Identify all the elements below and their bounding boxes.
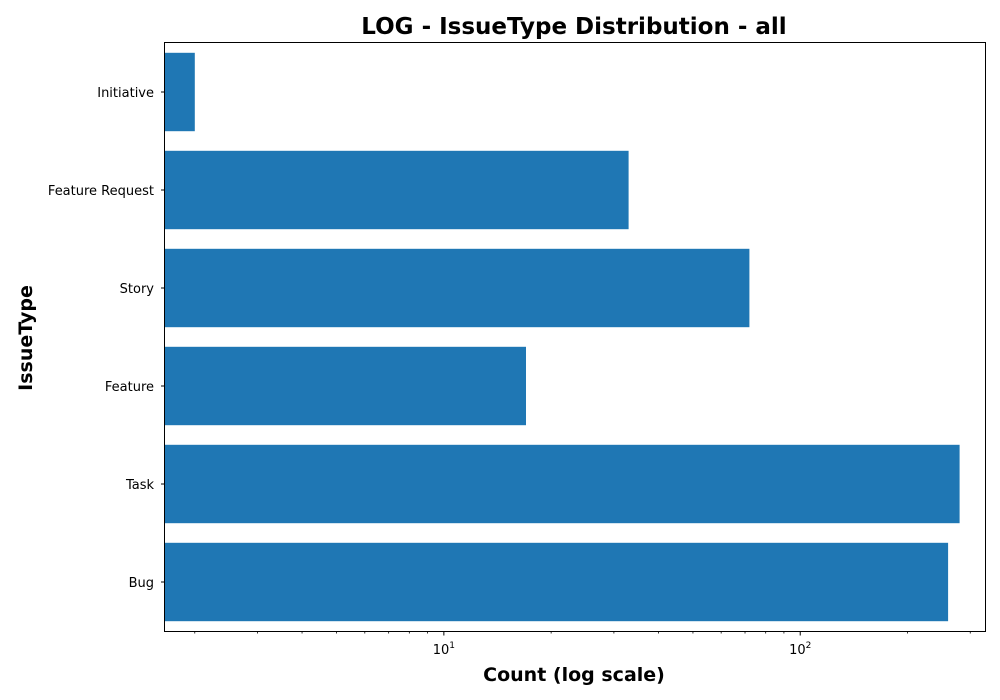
x-ticks-group: 101 102 xyxy=(194,631,971,658)
y-tick-label: Feature xyxy=(105,380,154,395)
x-tick-label: 101 xyxy=(433,641,455,658)
bar xyxy=(165,150,629,230)
y-tick-label: Feature Request xyxy=(48,184,154,199)
bar xyxy=(165,52,195,132)
y-tick-label: Bug xyxy=(129,576,154,591)
y-axis-label: IssueType xyxy=(15,285,37,391)
bar xyxy=(165,248,750,328)
x-tick-label-base: 10 xyxy=(433,643,450,658)
x-tick-label-exponent: 2 xyxy=(806,641,812,651)
bar xyxy=(165,542,949,622)
y-ticks-group: Bug Task Feature Story Feature Request Initia… xyxy=(48,86,165,591)
bar xyxy=(165,444,960,524)
y-tick-label: Initiative xyxy=(97,86,154,101)
x-tick-label: 102 xyxy=(789,641,811,658)
x-axis-label: Count (log scale) xyxy=(483,664,665,686)
x-tick-label-base: 10 xyxy=(789,643,806,658)
y-tick-label: Task xyxy=(125,478,155,493)
x-tick-label-exponent: 1 xyxy=(449,641,455,651)
bars-group xyxy=(165,52,960,622)
plot-frame xyxy=(164,42,986,632)
bar xyxy=(165,346,526,426)
chart-title: LOG - IssueType Distribution - all xyxy=(361,14,786,40)
y-tick-label: Story xyxy=(120,282,155,297)
